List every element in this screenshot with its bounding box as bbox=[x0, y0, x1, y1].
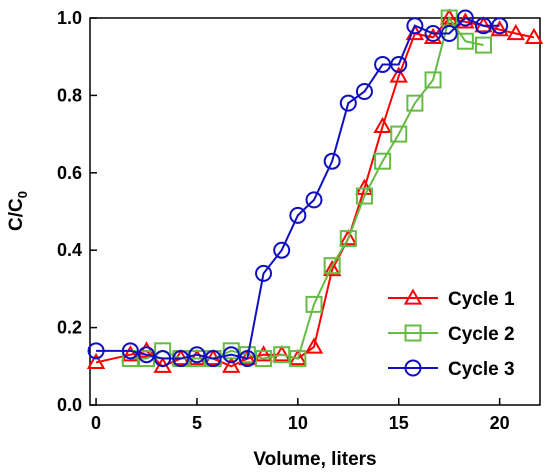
series-1 bbox=[86, 8, 544, 373]
data-point bbox=[374, 152, 392, 170]
data-point bbox=[524, 27, 544, 44]
y-tick-label: 0.4 bbox=[57, 240, 82, 260]
series-layer bbox=[86, 8, 544, 373]
data-point bbox=[305, 295, 323, 313]
series-3 bbox=[87, 9, 509, 368]
data-point bbox=[305, 191, 323, 209]
y-axis-ticks: 0.0 0.2 0.4 0.6 0.8 1.0 bbox=[57, 8, 97, 415]
legend-label: Cycle 1 bbox=[448, 289, 515, 310]
x-tick-label: 20 bbox=[490, 413, 510, 433]
data-point bbox=[272, 345, 291, 362]
data-point bbox=[424, 24, 442, 42]
y-tick-label: 0.2 bbox=[57, 318, 82, 338]
data-point bbox=[474, 17, 492, 35]
data-point bbox=[87, 342, 105, 360]
legend: Cycle 1 Cycle 2 Cycle 3 bbox=[388, 288, 515, 380]
y-tick-label: 0.0 bbox=[57, 395, 82, 415]
data-point bbox=[255, 264, 273, 282]
data-point bbox=[374, 55, 392, 73]
y-tick-label: 0.8 bbox=[57, 85, 82, 105]
data-point bbox=[323, 152, 341, 170]
legend-item-3: Cycle 3 bbox=[388, 359, 515, 380]
series-2 bbox=[121, 9, 492, 368]
x-axis-label: Volume, liters bbox=[253, 449, 376, 470]
data-point bbox=[339, 229, 358, 246]
data-point bbox=[474, 36, 492, 54]
x-tick-label: 0 bbox=[91, 413, 101, 433]
legend-label: Cycle 2 bbox=[448, 324, 515, 345]
data-point bbox=[222, 346, 240, 364]
data-point bbox=[389, 66, 408, 83]
y-tick-label: 0.6 bbox=[57, 163, 82, 183]
data-point bbox=[490, 20, 509, 37]
x-axis-ticks: 0 5 10 15 20 bbox=[91, 398, 510, 433]
data-point bbox=[254, 345, 273, 362]
y-axis-label: C/C0 bbox=[6, 191, 30, 231]
legend-marker bbox=[404, 324, 422, 342]
data-point bbox=[86, 352, 106, 370]
data-point bbox=[390, 125, 408, 143]
data-point bbox=[188, 346, 206, 364]
data-point bbox=[406, 94, 424, 112]
data-point bbox=[439, 8, 459, 25]
x-tick-label: 10 bbox=[288, 413, 308, 433]
legend-marker bbox=[404, 359, 422, 377]
data-point bbox=[506, 23, 526, 41]
data-point bbox=[322, 260, 342, 277]
series-line bbox=[96, 16, 500, 360]
x-tick-label: 15 bbox=[389, 413, 409, 433]
plot-frame bbox=[89, 17, 541, 406]
data-point bbox=[204, 350, 222, 368]
data-point bbox=[289, 350, 307, 368]
data-point bbox=[440, 24, 458, 42]
data-point bbox=[390, 55, 408, 73]
data-point bbox=[273, 241, 291, 259]
y-axis-label-subscript: 0 bbox=[15, 191, 30, 198]
data-point bbox=[222, 356, 241, 373]
legend-item-2: Cycle 2 bbox=[388, 324, 515, 345]
data-point bbox=[456, 9, 474, 27]
data-point bbox=[339, 230, 357, 248]
data-point bbox=[424, 71, 442, 89]
legend-label: Cycle 3 bbox=[448, 359, 515, 380]
data-point bbox=[355, 187, 373, 205]
data-point bbox=[406, 17, 424, 35]
data-point bbox=[456, 32, 474, 50]
data-point bbox=[138, 346, 156, 364]
data-point bbox=[323, 257, 341, 275]
data-point bbox=[373, 116, 392, 133]
data-point bbox=[289, 206, 307, 224]
data-point bbox=[137, 341, 156, 358]
data-point bbox=[121, 342, 139, 360]
data-point bbox=[491, 17, 509, 35]
data-point bbox=[304, 337, 324, 354]
data-point bbox=[172, 350, 190, 368]
y-axis-label-main: C/C bbox=[6, 198, 27, 231]
data-point bbox=[339, 94, 357, 112]
data-point bbox=[255, 350, 273, 368]
data-point bbox=[273, 346, 291, 364]
legend-marker bbox=[403, 288, 423, 305]
data-point bbox=[121, 345, 140, 362]
x-tick-label: 5 bbox=[192, 413, 202, 433]
data-point bbox=[355, 83, 373, 101]
data-point bbox=[238, 350, 256, 368]
y-tick-label: 1.0 bbox=[57, 8, 82, 28]
data-point bbox=[154, 350, 172, 368]
data-point bbox=[423, 27, 443, 44]
legend-item-1: Cycle 1 bbox=[388, 288, 515, 310]
